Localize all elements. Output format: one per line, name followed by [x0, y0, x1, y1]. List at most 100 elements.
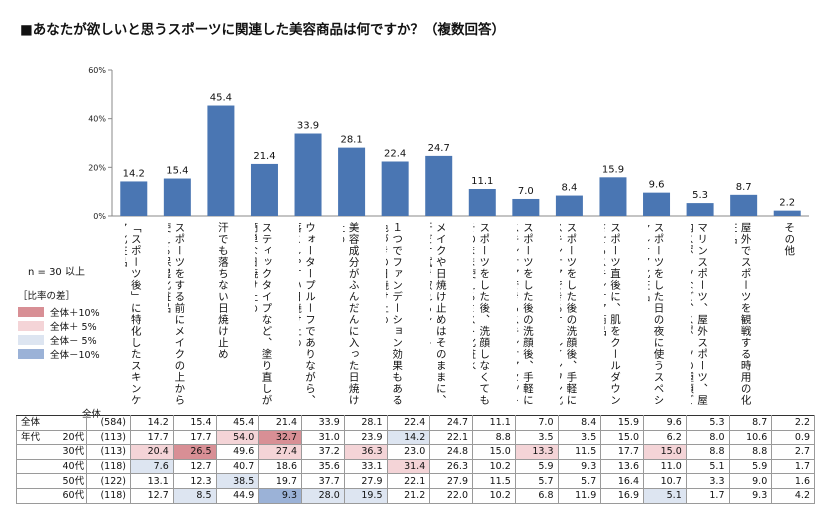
- table-cell: 5.1: [643, 487, 687, 504]
- table-cell: 15.0: [643, 444, 687, 460]
- row-n: (113): [86, 429, 131, 446]
- table-cell: 31.0: [301, 429, 345, 446]
- row-n: (122): [86, 473, 131, 489]
- table-cell: 12.3: [172, 473, 217, 489]
- table-cell: 17.7: [172, 429, 217, 446]
- table-cell: 13.3: [514, 444, 559, 460]
- table-cell: 15.9: [600, 415, 644, 431]
- row-n: (118): [86, 458, 131, 475]
- data-label: 14.2: [123, 168, 145, 179]
- bar: [599, 177, 627, 216]
- table-cell: 11.1: [472, 415, 516, 431]
- category-label: 汗でも落ちない日焼け止め: [216, 222, 229, 360]
- category-label: スティックタイプなど、塗り直しが簡単な日焼け止め: [255, 222, 273, 406]
- table-cell: 37.2: [301, 444, 345, 460]
- table-cell: 14.2: [130, 415, 174, 431]
- table-cell: 40.7: [215, 458, 260, 475]
- table-cell: 15.0: [472, 444, 516, 460]
- table-cell: 16.9: [600, 487, 644, 504]
- category-label: スポーツをした日の夜に使うスペシャルケア化粧品: [648, 222, 665, 406]
- table-cell: 9.3: [728, 487, 773, 504]
- table-cell: 15.0: [600, 429, 644, 446]
- table-cell: 8.8: [685, 444, 730, 460]
- table-cell: 23.0: [386, 444, 431, 460]
- table-cell: 26.3: [429, 458, 473, 475]
- table-cell: 5.9: [514, 458, 559, 475]
- table-cell: 9.0: [728, 473, 773, 489]
- category-label: １つでファンデーション効果もある色づきの日焼け止め: [386, 222, 404, 406]
- bar: [250, 163, 278, 216]
- table-cell: 22.1: [386, 473, 431, 489]
- table-cell: 22.0: [429, 487, 473, 504]
- bar: [555, 195, 583, 216]
- table-cell: 6.8: [514, 487, 559, 504]
- table-row: 50代 (122) 13.1 12.3 38.5 19.7 37.7 27.9 22.1 27.9…: [16, 473, 815, 489]
- y-tick-label: 60%: [88, 66, 106, 75]
- table-cell: 10.2: [472, 487, 516, 504]
- row-group: 全体: [16, 415, 59, 431]
- legend-swatch: [18, 307, 44, 317]
- data-label: 45.4: [210, 93, 232, 104]
- table-cell: 9.3: [557, 458, 602, 475]
- table-cell: 26.5: [172, 444, 217, 460]
- bar-chart: 0% 20% 40% 60% 14.2 15.4 45.4 21.4 33.9 28.1 22.4 2…: [88, 66, 809, 221]
- legend-label: 全体－ 5%: [50, 336, 97, 347]
- bar: [294, 133, 322, 216]
- table-cell: 13.6: [600, 458, 644, 475]
- table-cell: 35.6: [301, 458, 345, 475]
- data-label: 9.6: [649, 180, 665, 191]
- category-label: マリンスポーツ、屋外スポーツ、屋内スポーツなど、スポーツの種類ごとのスキンケア化…: [691, 222, 709, 406]
- table-cell: 14.2: [386, 429, 431, 446]
- table-cell: 8.0: [685, 429, 730, 446]
- data-label: 28.1: [340, 135, 362, 146]
- bar: [338, 147, 366, 216]
- category-label: 屋外でスポーツを観戦する時用の化粧品: [735, 222, 752, 406]
- table-cell: 0.9: [771, 429, 815, 446]
- table-cell: 36.3: [343, 444, 388, 460]
- legend-title: ［比率の差］: [18, 291, 76, 302]
- data-label: 5.3: [692, 190, 708, 201]
- bar: [163, 178, 191, 216]
- y-tick-label: 40%: [88, 115, 106, 124]
- row-group: [16, 487, 59, 504]
- row-group: [16, 458, 59, 475]
- data-label: 24.7: [428, 143, 450, 154]
- bar: [207, 105, 235, 216]
- table-cell: 7.6: [130, 458, 174, 475]
- total-column-header: 全体: [82, 409, 102, 420]
- table-cell: 19.5: [343, 487, 388, 504]
- row-group: [16, 473, 59, 489]
- table-cell: 5.1: [685, 458, 730, 475]
- table-row: 60代 (118) 12.7 8.5 44.9 9.3 28.0 19.5 21.2 22.0 10…: [16, 487, 815, 504]
- table-cell: 1.7: [771, 458, 815, 475]
- bar: [425, 155, 453, 216]
- table-cell: 13.1: [130, 473, 174, 489]
- legend-swatch: [18, 349, 44, 359]
- table-row: 年代 20代 (113) 17.7 17.7 54.0 32.7 31.0 23.9 14.2 22…: [16, 429, 815, 446]
- bar: [120, 181, 148, 216]
- table-cell: 1.7: [685, 487, 730, 504]
- row-subgroup: 20代: [58, 429, 87, 446]
- table-cell: 5.7: [514, 473, 559, 489]
- table-cell: 31.4: [386, 458, 431, 475]
- table-cell: 3.3: [685, 473, 730, 489]
- table-cell: 8.5: [172, 487, 217, 504]
- data-label: 15.9: [602, 164, 624, 175]
- row-n: (584): [86, 415, 131, 431]
- table-cell: 17.7: [600, 444, 644, 460]
- table-cell: 18.6: [258, 458, 302, 475]
- table-cell: 8.7: [728, 415, 773, 431]
- table-cell: 22.4: [386, 415, 431, 431]
- table-cell: 8.8: [472, 429, 516, 446]
- legend-label: 全体＋ 5%: [50, 322, 97, 333]
- data-label: 8.7: [736, 182, 752, 193]
- table-row: 40代 (118) 7.6 12.7 40.7 18.6 35.6 33.1 31.4 26.3 1…: [16, 458, 815, 475]
- table-cell: 11.9: [557, 487, 602, 504]
- table-cell: 9.6: [643, 415, 687, 431]
- table-cell: 10.6: [728, 429, 773, 446]
- table-cell: 11.5: [472, 473, 516, 489]
- table-cell: 33.9: [301, 415, 345, 431]
- bar: [512, 198, 540, 216]
- table-cell: 27.9: [429, 473, 473, 489]
- table-cell: 44.9: [215, 487, 260, 504]
